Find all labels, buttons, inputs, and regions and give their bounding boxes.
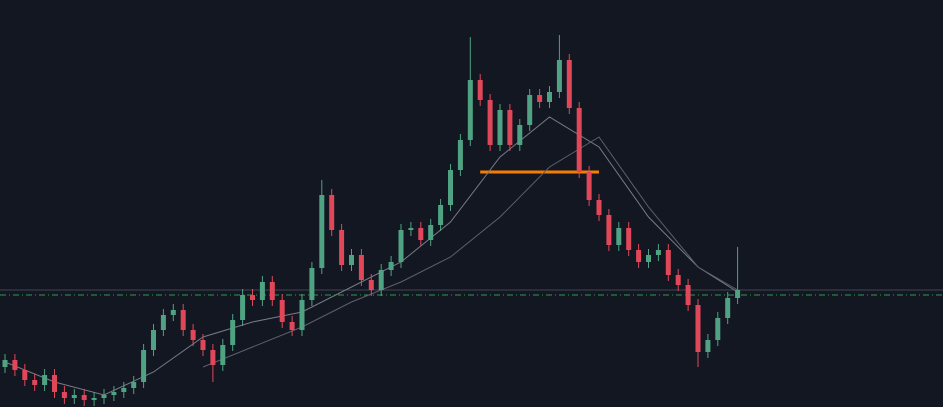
candle-body [190,330,196,340]
candle-body [626,228,632,250]
candle-body [91,398,97,400]
candle-body [646,255,651,262]
candle-body [220,345,226,365]
candle-body [735,290,741,298]
candle-body [408,228,414,230]
candle-body [487,100,493,145]
candle-body [240,295,246,320]
candle-body [180,310,186,330]
candle-body [111,392,117,395]
candle-body [527,95,533,125]
candle-body [467,80,473,140]
candle-body [685,285,691,305]
candle-body [42,375,48,385]
candle-body [131,382,137,388]
candle-body [259,282,265,300]
candle-body [665,250,671,275]
candle-body [586,172,592,200]
candle-body [418,228,424,240]
moving-average [4,116,738,396]
candle-body [339,230,345,265]
candle-body [81,395,87,400]
candle-body [497,110,503,145]
candle-body [329,195,335,230]
candle-body [675,275,681,285]
candle-body [2,360,8,367]
candle-body [388,262,394,270]
candle-body [141,350,147,382]
candle-body [269,282,275,300]
candle-body [428,225,434,240]
candle-body [596,200,602,215]
candle-body [616,228,622,245]
candle-body [517,125,523,145]
moving-average [202,136,738,368]
candle-body [319,195,325,268]
candle-body [507,110,513,145]
candle-body [448,170,453,205]
candle-body [101,395,107,398]
candle-body [695,305,701,352]
candle-body [556,60,562,92]
candle-body [566,60,572,108]
candle-body [170,310,176,315]
candle-body [378,270,384,290]
candle-body [22,370,28,380]
candle-body [606,215,612,245]
candle-body [200,340,206,350]
candle-body [309,268,315,300]
candle-body [477,80,483,100]
candle-body [537,95,543,102]
candle-body [299,300,305,330]
candle-body [151,330,156,350]
candle-body [121,388,127,392]
candle-body [12,360,18,370]
candle-body [576,108,582,172]
candle-body [457,140,463,170]
candle-body [289,322,295,330]
candle-body [398,230,404,262]
candle-body [250,295,255,300]
candle-body [715,318,721,340]
candle-body [230,320,236,345]
candle-body [547,92,552,102]
candle-body [705,340,711,352]
candle-body [725,298,731,318]
candle-body [279,300,285,322]
candle-body [438,205,444,225]
candle-body [52,375,57,392]
candle-body [32,380,38,385]
candle-body [160,315,166,330]
candle-body [71,395,77,398]
candle-body [349,255,354,265]
candle-body [61,392,67,398]
candle-body [210,350,216,365]
candle-body [358,255,364,280]
candle-body [368,280,374,290]
candle-body [655,250,661,255]
candle-body [636,250,642,262]
